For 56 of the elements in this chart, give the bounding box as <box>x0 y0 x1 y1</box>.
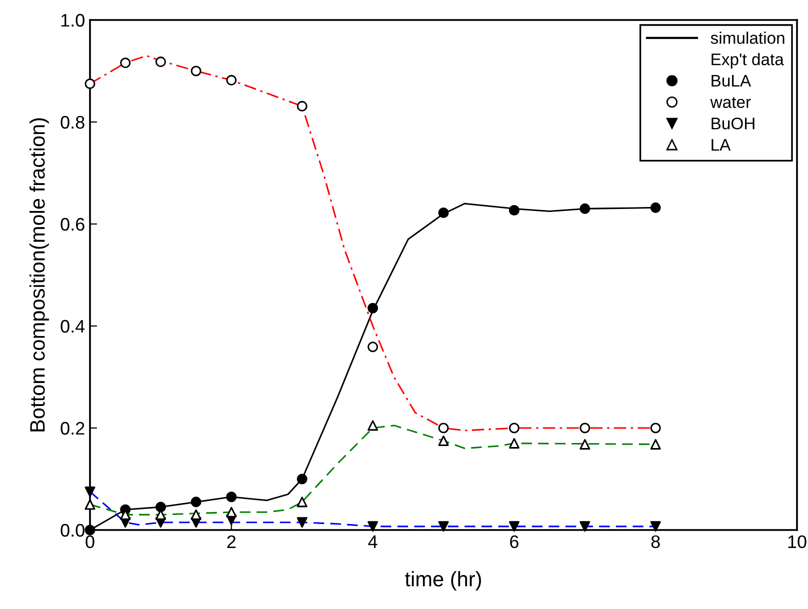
point <box>580 422 590 434</box>
point <box>296 496 308 508</box>
point <box>438 208 449 218</box>
x-tick-label: 6 <box>510 535 518 548</box>
point <box>226 74 237 86</box>
point <box>508 438 520 449</box>
y-tick-label: 0.6 <box>60 218 84 231</box>
point <box>508 521 520 532</box>
legend-label: BuLA <box>712 75 752 87</box>
point <box>368 342 378 352</box>
y-axis-title: Bottom composition(mole fraction) <box>30 118 49 432</box>
point <box>580 203 590 214</box>
point <box>190 66 202 76</box>
point <box>368 521 378 532</box>
point <box>190 496 202 508</box>
legend-label: water <box>710 97 751 108</box>
point <box>84 499 96 510</box>
point <box>650 422 661 434</box>
point <box>296 517 308 528</box>
point <box>155 56 166 68</box>
point <box>650 439 661 450</box>
point <box>580 521 590 532</box>
point <box>650 521 661 532</box>
point <box>368 420 378 431</box>
x-tick-label: 0 <box>86 535 94 548</box>
x-tick-label: 10 <box>788 535 806 548</box>
point <box>226 506 237 518</box>
point <box>508 422 520 434</box>
point <box>438 521 449 532</box>
point <box>368 302 378 314</box>
point <box>438 435 449 446</box>
legend-label: LA <box>712 139 731 151</box>
point <box>190 509 202 520</box>
point <box>296 474 308 484</box>
annotation: Exp't data <box>712 53 784 69</box>
y-tick-label: 1.0 <box>61 14 84 27</box>
x-axis-title: time (hr) <box>405 571 481 591</box>
point <box>84 78 96 90</box>
point <box>650 202 661 213</box>
point <box>508 204 520 216</box>
point <box>84 486 96 498</box>
y-tick-label: 0.2 <box>60 422 84 435</box>
point <box>438 422 449 434</box>
x-tick-label: 2 <box>227 535 236 548</box>
y-tick-label: 0.4 <box>60 320 85 333</box>
y-tick-label: 0.8 <box>60 116 84 129</box>
y-tick-label: 0.0 <box>60 524 84 537</box>
legend-label: simulation <box>710 32 784 44</box>
point <box>580 439 590 450</box>
point <box>296 100 308 112</box>
point <box>226 492 237 502</box>
legend-label: BuOH <box>712 118 754 130</box>
x-tick-label: 4 <box>368 536 378 548</box>
point <box>155 502 166 512</box>
x-tick-label: 8 <box>651 535 660 548</box>
point <box>120 58 131 68</box>
